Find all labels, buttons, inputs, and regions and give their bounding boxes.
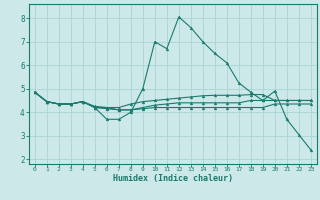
X-axis label: Humidex (Indice chaleur): Humidex (Indice chaleur) [113, 174, 233, 183]
